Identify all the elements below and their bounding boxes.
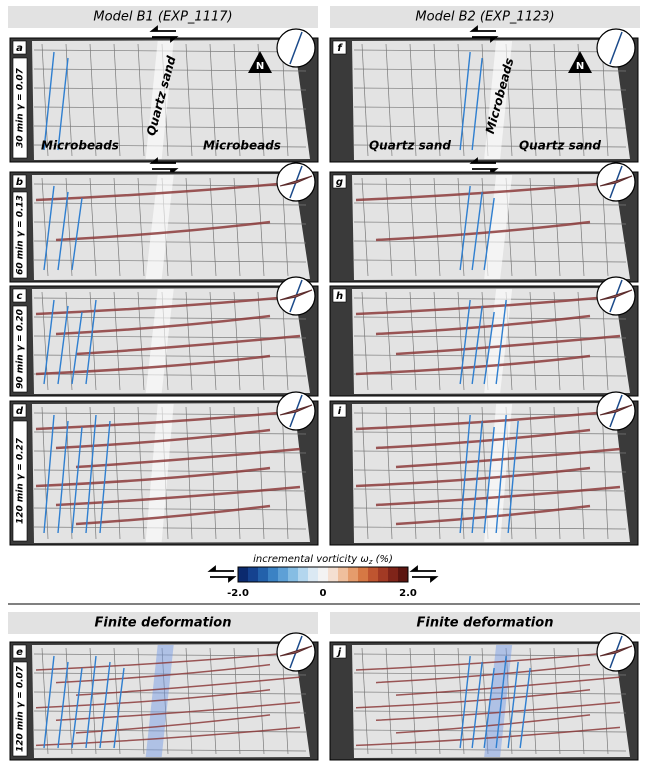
panel-letter: g — [336, 177, 343, 188]
column-title: Model B2 (EXP_1123) — [415, 10, 554, 25]
section-title: Finite deformation — [417, 616, 554, 631]
north-label: N — [576, 61, 584, 72]
colorbar-swatch — [258, 567, 268, 582]
colorbar-swatch — [278, 567, 288, 582]
panel-letter: a — [16, 43, 23, 54]
panel-letter: c — [17, 291, 23, 302]
shear-arrow — [210, 567, 234, 571]
material-label: Microbeads — [41, 139, 119, 153]
colorbar-swatch — [348, 567, 358, 582]
panel-letter: i — [338, 406, 342, 417]
colorbar-swatch — [398, 567, 408, 582]
colorbar-swatch — [318, 567, 328, 582]
material-label: Quartz sand — [519, 139, 601, 153]
colorbar-swatch — [248, 567, 258, 582]
colorbar-swatch — [368, 567, 378, 582]
figure: Model B1 (EXP_1117) Model B2 (EXP_1123) … — [0, 0, 645, 761]
colorbar-swatch — [338, 567, 348, 582]
colorbar-swatch — [308, 567, 318, 582]
colorbar-mid: 0 — [320, 588, 327, 599]
colorbar-title-end: (%) — [372, 554, 392, 565]
section-title: Finite deformation — [95, 616, 232, 631]
time-label: 30 min γ = 0.07 — [16, 67, 26, 148]
colorbar-swatch — [298, 567, 308, 582]
shear-arrow — [412, 567, 436, 571]
colorbar-max: 2.0 — [399, 588, 417, 599]
colorbar-swatch — [238, 567, 248, 582]
colorbar-swatch — [388, 567, 398, 582]
shear-arrow — [210, 577, 234, 581]
time-label: 90 min γ = 0.20 — [16, 309, 26, 389]
panel-letter: h — [336, 291, 343, 302]
colorbar-swatch — [358, 567, 368, 582]
colorbar-swatch — [268, 567, 278, 582]
colorbar-title: incremental vorticity ωz (%) — [253, 554, 393, 566]
shear-arrow — [412, 577, 436, 581]
colorbar-swatch — [288, 567, 298, 582]
panel-letter: b — [16, 177, 23, 188]
colorbar — [238, 567, 408, 582]
material-label: Microbeads — [203, 139, 281, 153]
time-label: 120 min γ = 0.07 — [16, 665, 26, 752]
north-label: N — [256, 61, 264, 72]
colorbar-title-main: incremental vorticity ω — [253, 554, 369, 565]
material-label: Quartz sand — [369, 139, 451, 153]
colorbar-min: -2.0 — [227, 588, 249, 599]
time-label: 120 min γ = 0.27 — [16, 437, 26, 524]
colorbar-swatch — [378, 567, 388, 582]
colorbar-swatch — [328, 567, 338, 582]
time-label: 60 min γ = 0.13 — [16, 195, 26, 275]
column-title: Model B1 (EXP_1117) — [93, 10, 232, 25]
panel-letter: e — [16, 647, 23, 658]
panel-letter: d — [16, 406, 24, 417]
